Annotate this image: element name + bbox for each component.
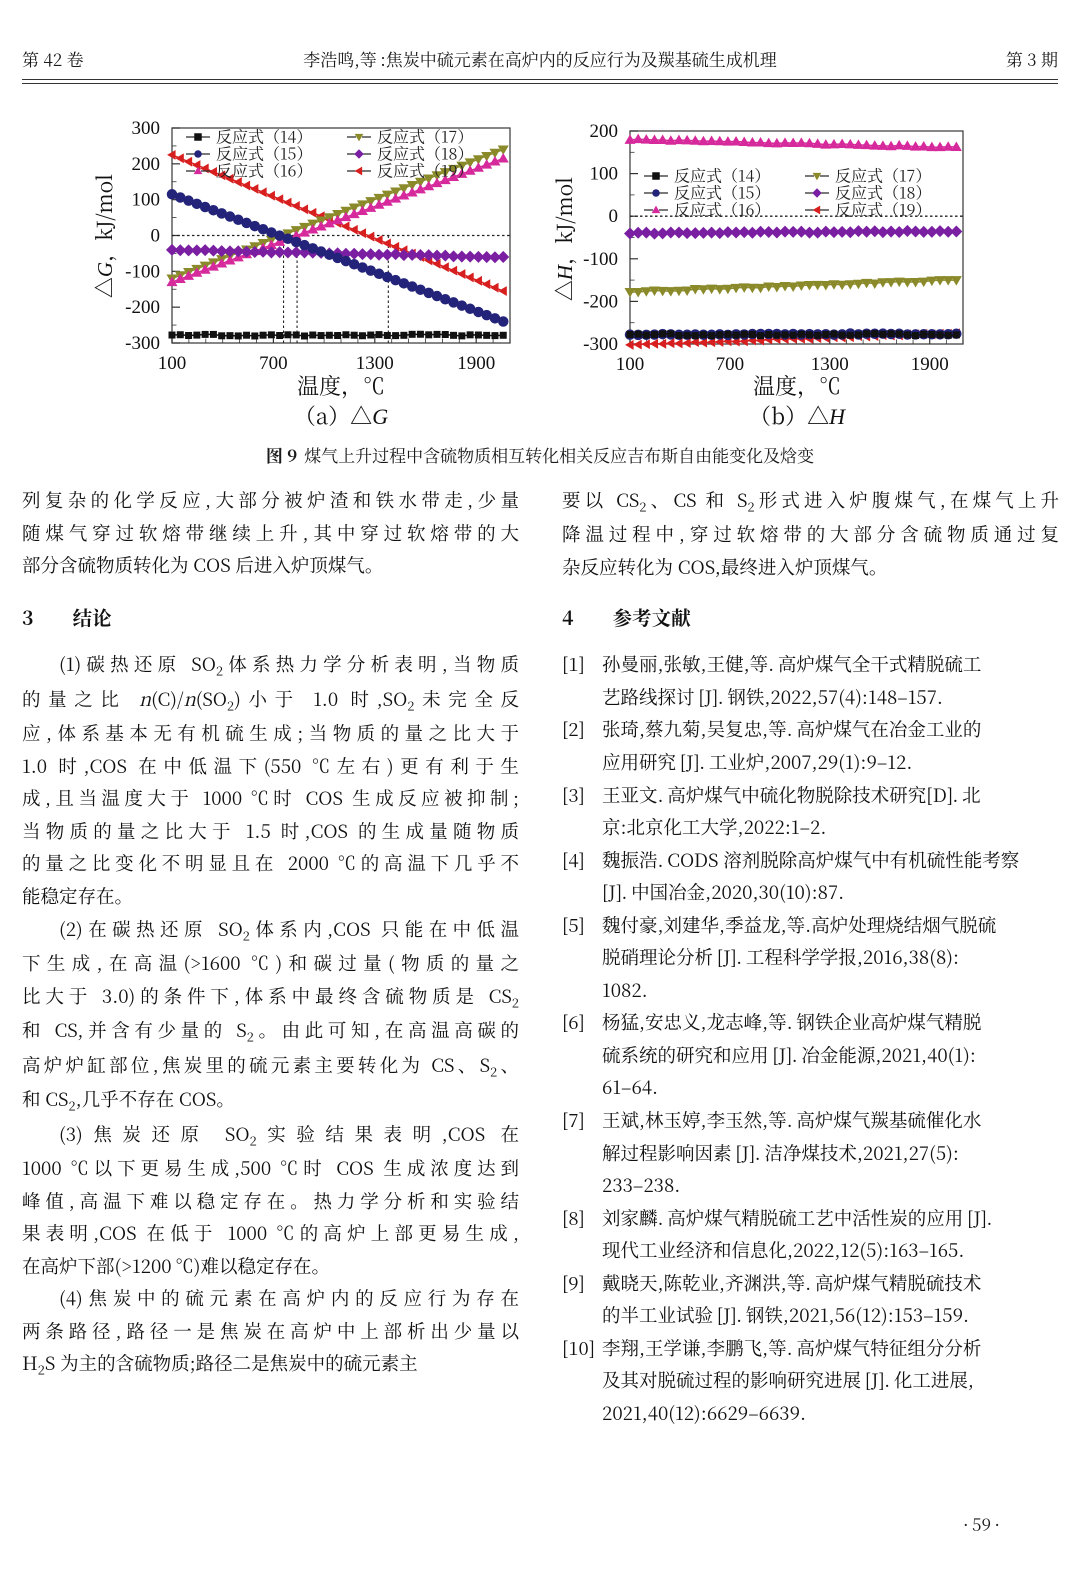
svg-text:100: 100: [590, 164, 619, 185]
svg-text:0: 0: [151, 226, 161, 247]
svg-text:温度，℃: 温度，℃: [753, 370, 841, 401]
svg-text:-200: -200: [125, 297, 160, 318]
svg-text:-200: -200: [583, 291, 618, 312]
svg-text:100: 100: [158, 353, 187, 374]
svg-text:0: 0: [609, 206, 619, 227]
svg-text:200: 200: [590, 121, 619, 142]
svg-text:300: 300: [132, 118, 161, 139]
svg-text:100: 100: [132, 190, 161, 211]
svg-text:温度，℃: 温度，℃: [297, 370, 385, 401]
svg-text:-300: -300: [125, 333, 160, 354]
svg-text:反应式（19）: 反应式（19）: [377, 159, 474, 182]
svg-text:（b）△H: （b）△H: [749, 400, 846, 431]
svg-text:1900: 1900: [911, 354, 949, 375]
svg-text:-100: -100: [583, 249, 618, 270]
svg-text:△H，kJ/mol: △H，kJ/mol: [549, 177, 579, 301]
svg-text:△G，kJ/mol: △G，kJ/mol: [89, 174, 119, 298]
svg-text:（a）△G: （a）△G: [294, 400, 388, 431]
svg-text:反应式（19）: 反应式（19）: [835, 198, 932, 221]
svg-text:反应式（16）: 反应式（16）: [674, 198, 770, 221]
svg-text:反应式（16）: 反应式（16）: [216, 159, 312, 182]
svg-text:200: 200: [132, 154, 161, 175]
svg-text:-300: -300: [583, 334, 618, 355]
svg-text:700: 700: [716, 354, 745, 375]
svg-text:100: 100: [616, 354, 645, 375]
svg-text:1900: 1900: [457, 353, 495, 374]
svg-text:700: 700: [259, 353, 288, 374]
svg-text:-100: -100: [125, 261, 160, 282]
